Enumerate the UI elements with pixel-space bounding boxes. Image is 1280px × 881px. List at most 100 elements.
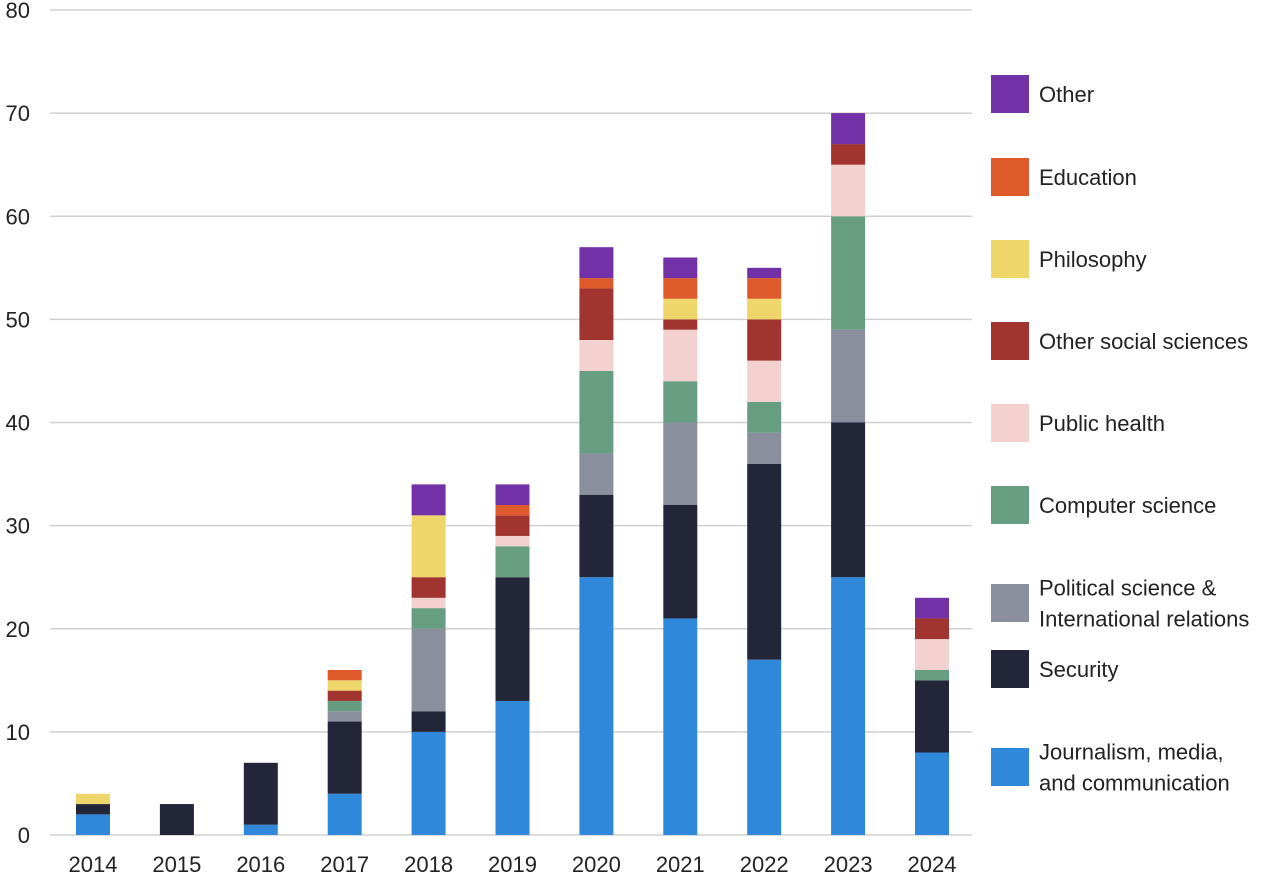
- y-tick-label: 10: [6, 720, 30, 745]
- legend-swatch: [991, 322, 1029, 360]
- bar-segment: [495, 700, 530, 835]
- y-tick-label: 50: [6, 307, 30, 332]
- bar-segment: [663, 319, 698, 330]
- bar-segment: [579, 340, 614, 371]
- y-tick-label: 20: [6, 617, 30, 642]
- bar-segment: [663, 618, 698, 835]
- bar-segment: [663, 278, 698, 299]
- legend-swatch: [991, 158, 1029, 196]
- bar-segment: [411, 515, 446, 578]
- bar-segment: [495, 484, 530, 505]
- legend-label: Other: [1039, 82, 1094, 107]
- bar-segment: [831, 164, 866, 217]
- bar-segment: [747, 298, 782, 320]
- x-tick-label: 2019: [488, 852, 537, 876]
- bar-segment: [831, 329, 866, 423]
- bar-segment: [411, 484, 446, 516]
- bar-segment: [747, 659, 782, 835]
- bar-segment: [831, 113, 866, 145]
- legend-label: Education: [1039, 165, 1137, 190]
- legend-label: Political science &: [1039, 576, 1217, 601]
- bar-segment: [579, 247, 614, 279]
- legend-label: and communication: [1039, 771, 1230, 796]
- bar-segment: [159, 804, 194, 835]
- bar-segment: [495, 505, 530, 516]
- bar-segment: [663, 381, 698, 423]
- bar-segment: [411, 628, 446, 712]
- bar-segment: [915, 597, 949, 619]
- bar-segment: [411, 711, 446, 732]
- legend-label: Public health: [1039, 411, 1165, 436]
- bar-segment: [411, 597, 446, 609]
- bar-segment: [76, 804, 110, 815]
- bar-segment: [327, 670, 362, 681]
- bar-segment: [747, 278, 782, 299]
- bar-segment: [747, 267, 782, 279]
- bar-segment: [831, 577, 866, 835]
- bar-segment: [495, 535, 530, 547]
- y-tick-label: 40: [6, 411, 30, 436]
- legend-label: Journalism, media,: [1039, 740, 1224, 765]
- legend-swatch: [991, 486, 1029, 524]
- bar-segment: [579, 453, 614, 495]
- bar-segment: [411, 608, 446, 629]
- x-tick-label: 2017: [320, 852, 369, 876]
- bar-segment: [915, 618, 949, 640]
- bar-segment: [327, 680, 362, 691]
- x-tick-label: 2023: [824, 852, 873, 876]
- y-tick-label: 0: [18, 823, 30, 848]
- x-tick-label: 2024: [908, 852, 957, 876]
- legend-swatch: [991, 240, 1029, 278]
- bar-segment: [76, 814, 110, 835]
- legend-label: Other social sciences: [1039, 329, 1248, 354]
- bar-segment: [411, 577, 446, 598]
- bar-segment: [495, 577, 530, 701]
- x-tick-label: 2021: [656, 852, 705, 876]
- x-tick-label: 2016: [236, 852, 285, 876]
- bar-segment: [831, 216, 866, 330]
- legend-swatch: [991, 404, 1029, 442]
- bar-segment: [327, 700, 362, 712]
- bar-segment: [579, 370, 614, 454]
- bar-segment: [831, 422, 866, 578]
- legend-label: Computer science: [1039, 493, 1216, 518]
- bar-segment: [579, 494, 614, 578]
- bar-segment: [327, 721, 362, 794]
- x-tick-label: 2022: [740, 852, 789, 876]
- bar-segment: [663, 257, 698, 279]
- legend-swatch: [991, 584, 1029, 622]
- bar-segment: [747, 319, 782, 361]
- bar-segment: [663, 422, 698, 505]
- bar-segment: [747, 401, 782, 433]
- bar-segment: [327, 690, 362, 701]
- legend-swatch: [991, 748, 1029, 786]
- bar-segment: [915, 680, 949, 753]
- legend-label: Philosophy: [1039, 247, 1147, 272]
- legend-swatch: [991, 75, 1029, 113]
- x-tick-label: 2015: [152, 852, 201, 876]
- bar-segment: [747, 432, 782, 464]
- y-tick-label: 60: [6, 204, 30, 229]
- legend-swatch: [991, 650, 1029, 688]
- x-tick-label: 2014: [69, 852, 118, 876]
- bar-segment: [915, 752, 949, 835]
- bar-segment: [663, 505, 698, 619]
- x-tick-label: 2020: [572, 852, 621, 876]
- y-tick-label: 30: [6, 514, 30, 539]
- legend-label: International relations: [1039, 607, 1249, 632]
- bar-segment: [327, 711, 362, 722]
- y-tick-label: 70: [6, 101, 30, 126]
- legend-label: Security: [1039, 657, 1118, 682]
- bar-segment: [76, 793, 110, 805]
- bar-segment: [663, 298, 698, 320]
- x-tick-label: 2018: [404, 852, 453, 876]
- bar-segment: [243, 762, 278, 825]
- bar-segment: [915, 670, 949, 681]
- bar-segment: [327, 793, 362, 835]
- bar-segment: [663, 329, 698, 382]
- bar-segment: [747, 360, 782, 402]
- bar-segment: [495, 546, 530, 578]
- bar-segment: [579, 288, 614, 340]
- bar-segment: [831, 144, 866, 165]
